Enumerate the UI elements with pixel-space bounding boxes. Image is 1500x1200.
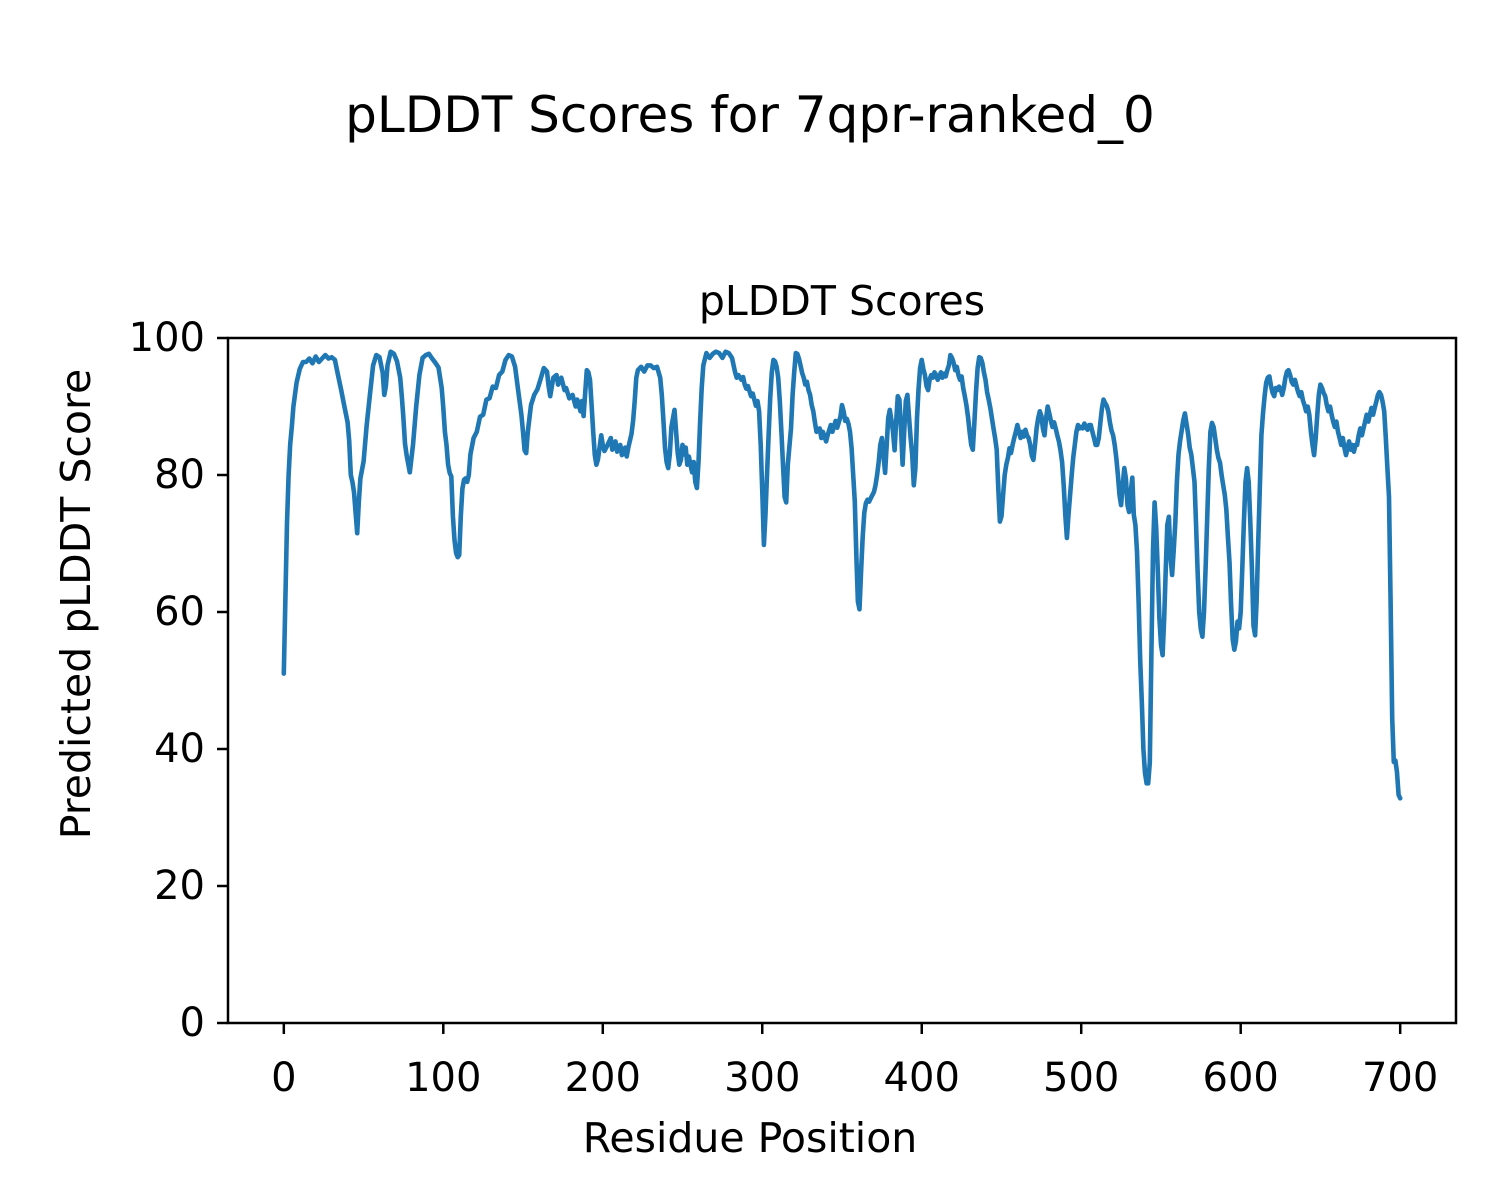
x-tick-label: 100 (405, 1055, 482, 1101)
y-tick-label: 80 (154, 452, 205, 498)
y-tick-label: 40 (154, 726, 205, 772)
x-tick-label: 500 (1043, 1055, 1120, 1101)
x-tick-label: 400 (883, 1055, 960, 1101)
axes-spines (226, 336, 1458, 1025)
y-tick-label: 0 (179, 1000, 205, 1046)
x-tick-label: 200 (564, 1055, 641, 1101)
y-tick-label: 20 (154, 863, 205, 909)
axes-title: pLDDT Scores (698, 277, 986, 325)
x-tick-label: 300 (724, 1055, 801, 1101)
x-tick-label: 600 (1202, 1055, 1279, 1101)
figure-title: pLDDT Scores for 7qpr-ranked_0 (345, 86, 1155, 144)
y-tick-label: 60 (154, 589, 205, 635)
x-axis-label: Residue Position (582, 1114, 918, 1162)
x-tick-label: 0 (271, 1055, 297, 1101)
y-tick-label: 100 (128, 315, 205, 361)
x-tick-label: 700 (1361, 1055, 1439, 1101)
plddt-line (281, 349, 1403, 801)
